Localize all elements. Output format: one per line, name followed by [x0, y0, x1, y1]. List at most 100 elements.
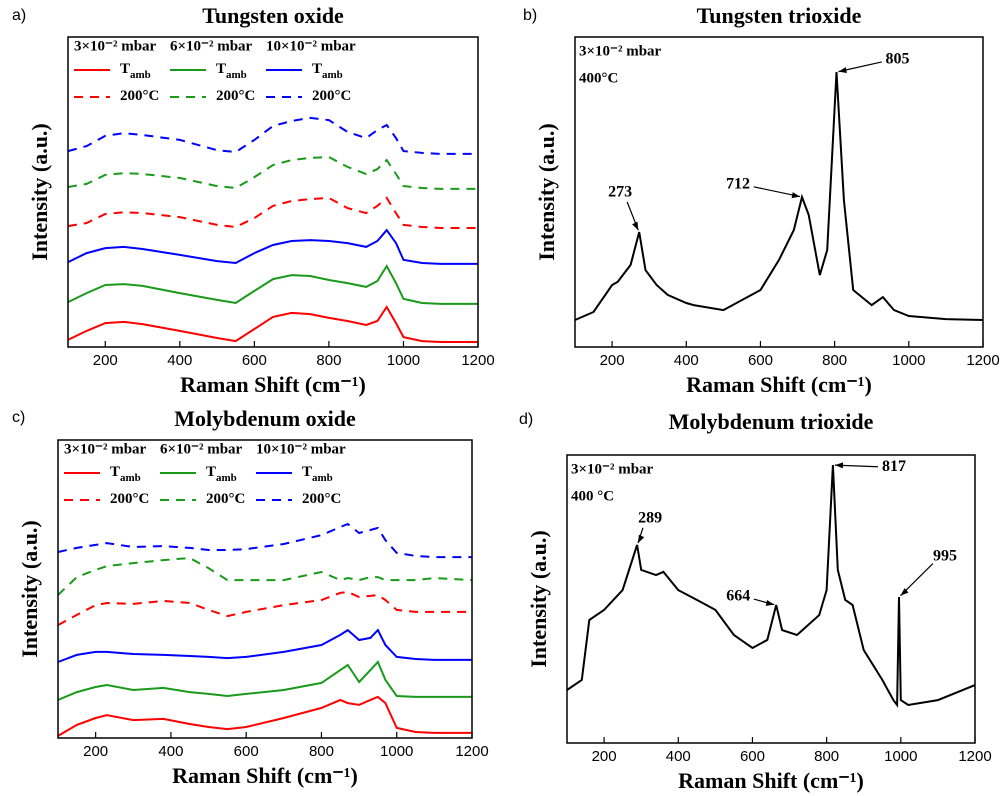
x-axis-label: Raman Shift (cm⁻¹): [678, 768, 864, 793]
legend-header: 3×10⁻² mbar: [74, 38, 157, 54]
peak-label: 817: [882, 458, 906, 475]
spectrum-line: [57, 628, 472, 663]
legend-header: 10×10⁻² mbar: [266, 38, 356, 54]
legend-label: 200°C: [302, 491, 341, 507]
legend-label: Tamb: [206, 464, 237, 483]
legend-label: 200°C: [120, 88, 159, 104]
legend-name: 200°C: [110, 491, 149, 507]
y-axis-label: Intensity (a.u.): [526, 530, 551, 668]
x-tick-label: 400: [167, 352, 192, 369]
panel-label: d): [519, 411, 533, 428]
peak-arrowhead: [900, 588, 909, 596]
peak-arrowhead: [637, 534, 645, 544]
legend-label: 200°C: [312, 88, 351, 104]
legend-label: 200°C: [206, 491, 245, 507]
legend-header: 10×10⁻² mbar: [256, 441, 346, 457]
spectrum-line: [566, 465, 976, 708]
legend-header: 6×10⁻² mbar: [160, 441, 243, 457]
legend-name: 200°C: [302, 491, 341, 507]
y-axis-label: Intensity (a.u.): [534, 123, 559, 261]
legend-label: Tamb: [302, 464, 333, 483]
peak-arrowhead: [632, 221, 639, 231]
chart-title: Tungsten trioxide: [697, 3, 862, 28]
spectrum-line: [57, 522, 472, 559]
legend-header: 6×10⁻² mbar: [170, 38, 253, 54]
y-axis-label: Intensity (a.u.): [27, 123, 52, 261]
peak-label: 712: [726, 176, 750, 193]
x-tick-label: 200: [93, 352, 118, 369]
spectrum-line: [67, 264, 478, 305]
legend-label: Tamb: [312, 61, 343, 80]
x-tick-label: 200: [592, 748, 617, 765]
x-tick-label: 1000: [380, 743, 413, 760]
legend-label: 200°C: [216, 88, 255, 104]
condition-label: 400°C: [579, 70, 618, 86]
chart-title: Molybdenum trioxide: [669, 409, 874, 434]
peak-arrowhead: [765, 600, 775, 606]
chart-title: Tungsten oxide: [202, 3, 344, 28]
spectrum-line: [67, 196, 478, 229]
spectrum-line: [574, 71, 984, 321]
spectrum-line: [57, 660, 472, 701]
condition-label: 400 °C: [571, 488, 614, 504]
panel: b) Tungsten trioxide Raman Shift (cm⁻¹) Int…: [523, 3, 1000, 397]
x-tick-label: 1200: [455, 743, 488, 760]
x-tick-label: 1200: [966, 352, 999, 369]
legend-label: 200°C: [110, 491, 149, 507]
spectrum-line: [67, 116, 478, 155]
x-tick-label: 600: [234, 743, 259, 760]
plot-frame: [566, 454, 976, 744]
legend-name: T: [120, 61, 130, 77]
condition-label: 3×10⁻² mbar: [571, 461, 654, 477]
legend-subscript: amb: [226, 69, 247, 81]
peak-label: 805: [885, 51, 909, 68]
plot-frame: [57, 439, 473, 739]
spectrum-line: [57, 695, 472, 737]
panel-label: a): [12, 7, 26, 24]
legend-name: T: [302, 464, 312, 480]
plot-frame: [574, 36, 984, 348]
spectrum-line: [57, 556, 473, 596]
panel-label: b): [523, 7, 537, 24]
legend-name: 200°C: [120, 88, 159, 104]
legend-subscript: amb: [216, 472, 237, 484]
x-tick-label: 800: [814, 748, 839, 765]
spectrum-line: [67, 155, 478, 190]
x-tick-label: 1000: [387, 352, 420, 369]
condition-label: 3×10⁻² mbar: [579, 43, 662, 59]
x-tick-label: 800: [316, 352, 341, 369]
legend-subscript: amb: [120, 472, 141, 484]
peak-arrowhead: [838, 67, 847, 74]
x-tick-label: 1200: [461, 352, 494, 369]
x-tick-label: 600: [748, 352, 773, 369]
peak-arrowhead: [834, 462, 844, 469]
x-tick-label: 400: [158, 743, 183, 760]
plot-frame: [67, 36, 479, 348]
legend-name: 200°C: [206, 491, 245, 507]
panel: a) Tungsten oxide Raman Shift (cm⁻¹) Intens…: [12, 3, 495, 397]
legend-label: Tamb: [110, 464, 141, 483]
x-tick-label: 1200: [958, 748, 991, 765]
legend-name: T: [110, 464, 120, 480]
spectrum-line: [67, 228, 478, 265]
x-tick-label: 800: [822, 352, 847, 369]
x-tick-label: 1000: [884, 748, 917, 765]
legend-subscript: amb: [312, 472, 333, 484]
panel: c) Molybdenum oxide Raman Shift (cm⁻¹) Inte…: [12, 406, 489, 788]
legend-name: 200°C: [216, 88, 255, 104]
y-axis-label: Intensity (a.u.): [17, 520, 42, 658]
panel-label: c): [12, 409, 25, 426]
x-tick-label: 1000: [892, 352, 925, 369]
x-tick-label: 600: [740, 748, 765, 765]
legend-label: Tamb: [120, 61, 151, 80]
spectrum-line: [67, 305, 478, 343]
legend-header: 3×10⁻² mbar: [64, 441, 147, 457]
peak-label: 995: [933, 548, 957, 565]
x-axis-label: Raman Shift (cm⁻¹): [686, 372, 872, 397]
peak-label: 664: [726, 588, 750, 605]
legend-name: T: [206, 464, 216, 480]
x-axis-label: Raman Shift (cm⁻¹): [180, 372, 366, 397]
x-tick-label: 800: [309, 743, 334, 760]
legend-subscript: amb: [130, 69, 151, 81]
